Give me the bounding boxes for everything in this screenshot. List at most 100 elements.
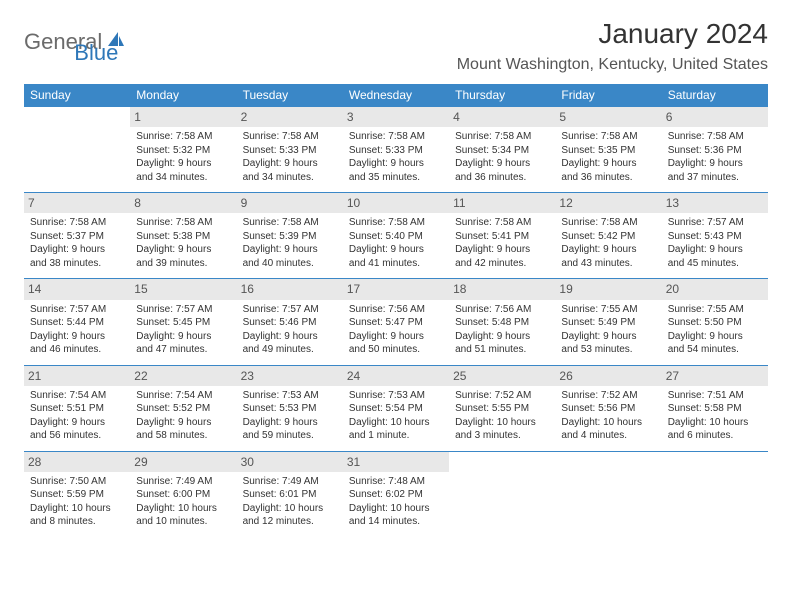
daylight-text: Daylight: 9 hours and 36 minutes. <box>455 157 549 184</box>
weekday-header: Thursday <box>449 84 555 107</box>
sunset-text: Sunset: 5:53 PM <box>243 402 337 416</box>
calendar-day-cell <box>449 451 555 537</box>
sunrise-text: Sunrise: 7:58 AM <box>243 130 337 144</box>
daylight-text: Daylight: 9 hours and 37 minutes. <box>668 157 762 184</box>
sunrise-text: Sunrise: 7:57 AM <box>30 303 124 317</box>
daylight-text: Daylight: 9 hours and 35 minutes. <box>349 157 443 184</box>
calendar-day-cell: 23Sunrise: 7:53 AMSunset: 5:53 PMDayligh… <box>237 365 343 451</box>
sunset-text: Sunset: 5:56 PM <box>561 402 655 416</box>
sunset-text: Sunset: 5:47 PM <box>349 316 443 330</box>
sunset-text: Sunset: 5:50 PM <box>668 316 762 330</box>
daylight-text: Daylight: 10 hours and 3 minutes. <box>455 416 549 443</box>
sunrise-text: Sunrise: 7:58 AM <box>243 216 337 230</box>
daylight-text: Daylight: 9 hours and 41 minutes. <box>349 243 443 270</box>
day-number: 6 <box>662 107 768 127</box>
day-number: 21 <box>24 366 130 386</box>
calendar-week-row: 7Sunrise: 7:58 AMSunset: 5:37 PMDaylight… <box>24 193 768 279</box>
calendar-day-cell: 3Sunrise: 7:58 AMSunset: 5:33 PMDaylight… <box>343 107 449 193</box>
calendar-day-cell: 24Sunrise: 7:53 AMSunset: 5:54 PMDayligh… <box>343 365 449 451</box>
day-number: 17 <box>343 279 449 299</box>
calendar-day-cell: 30Sunrise: 7:49 AMSunset: 6:01 PMDayligh… <box>237 451 343 537</box>
daylight-text: Daylight: 9 hours and 36 minutes. <box>561 157 655 184</box>
calendar-day-cell <box>662 451 768 537</box>
day-number: 13 <box>662 193 768 213</box>
calendar-day-cell: 16Sunrise: 7:57 AMSunset: 5:46 PMDayligh… <box>237 279 343 365</box>
sunset-text: Sunset: 6:00 PM <box>136 488 230 502</box>
sunrise-text: Sunrise: 7:58 AM <box>349 130 443 144</box>
sunset-text: Sunset: 5:44 PM <box>30 316 124 330</box>
calendar-day-cell: 6Sunrise: 7:58 AMSunset: 5:36 PMDaylight… <box>662 107 768 193</box>
daylight-text: Daylight: 9 hours and 56 minutes. <box>30 416 124 443</box>
daylight-text: Daylight: 10 hours and 12 minutes. <box>243 502 337 529</box>
calendar-day-cell: 9Sunrise: 7:58 AMSunset: 5:39 PMDaylight… <box>237 193 343 279</box>
sunset-text: Sunset: 5:58 PM <box>668 402 762 416</box>
day-number: 4 <box>449 107 555 127</box>
sunset-text: Sunset: 5:35 PM <box>561 144 655 158</box>
daylight-text: Daylight: 9 hours and 40 minutes. <box>243 243 337 270</box>
calendar-day-cell: 21Sunrise: 7:54 AMSunset: 5:51 PMDayligh… <box>24 365 130 451</box>
calendar-day-cell: 2Sunrise: 7:58 AMSunset: 5:33 PMDaylight… <box>237 107 343 193</box>
day-number: 31 <box>343 452 449 472</box>
daylight-text: Daylight: 9 hours and 50 minutes. <box>349 330 443 357</box>
day-number: 24 <box>343 366 449 386</box>
daylight-text: Daylight: 9 hours and 34 minutes. <box>243 157 337 184</box>
day-number: 25 <box>449 366 555 386</box>
daylight-text: Daylight: 10 hours and 14 minutes. <box>349 502 443 529</box>
calendar-day-cell: 5Sunrise: 7:58 AMSunset: 5:35 PMDaylight… <box>555 107 661 193</box>
calendar-day-cell: 12Sunrise: 7:58 AMSunset: 5:42 PMDayligh… <box>555 193 661 279</box>
day-number: 20 <box>662 279 768 299</box>
sunrise-text: Sunrise: 7:55 AM <box>668 303 762 317</box>
sunset-text: Sunset: 5:43 PM <box>668 230 762 244</box>
daylight-text: Daylight: 9 hours and 43 minutes. <box>561 243 655 270</box>
calendar-week-row: 1Sunrise: 7:58 AMSunset: 5:32 PMDaylight… <box>24 107 768 193</box>
day-number: 3 <box>343 107 449 127</box>
sunset-text: Sunset: 5:42 PM <box>561 230 655 244</box>
weekday-header: Monday <box>130 84 236 107</box>
day-number: 11 <box>449 193 555 213</box>
daylight-text: Daylight: 10 hours and 8 minutes. <box>30 502 124 529</box>
calendar-week-row: 28Sunrise: 7:50 AMSunset: 5:59 PMDayligh… <box>24 451 768 537</box>
calendar-day-cell: 11Sunrise: 7:58 AMSunset: 5:41 PMDayligh… <box>449 193 555 279</box>
sunrise-text: Sunrise: 7:56 AM <box>349 303 443 317</box>
sunset-text: Sunset: 5:52 PM <box>136 402 230 416</box>
calendar-week-row: 21Sunrise: 7:54 AMSunset: 5:51 PMDayligh… <box>24 365 768 451</box>
weekday-header: Saturday <box>662 84 768 107</box>
daylight-text: Daylight: 9 hours and 39 minutes. <box>136 243 230 270</box>
daylight-text: Daylight: 9 hours and 58 minutes. <box>136 416 230 443</box>
calendar-day-cell: 14Sunrise: 7:57 AMSunset: 5:44 PMDayligh… <box>24 279 130 365</box>
daylight-text: Daylight: 9 hours and 53 minutes. <box>561 330 655 357</box>
weekday-header: Friday <box>555 84 661 107</box>
day-number: 8 <box>130 193 236 213</box>
day-number: 29 <box>130 452 236 472</box>
calendar-day-cell: 28Sunrise: 7:50 AMSunset: 5:59 PMDayligh… <box>24 451 130 537</box>
day-number: 9 <box>237 193 343 213</box>
day-number: 5 <box>555 107 661 127</box>
sunrise-text: Sunrise: 7:58 AM <box>136 216 230 230</box>
sunset-text: Sunset: 5:49 PM <box>561 316 655 330</box>
day-number: 22 <box>130 366 236 386</box>
daylight-text: Daylight: 10 hours and 4 minutes. <box>561 416 655 443</box>
logo-text-blue: Blue <box>74 40 118 66</box>
sunrise-text: Sunrise: 7:58 AM <box>349 216 443 230</box>
day-number: 18 <box>449 279 555 299</box>
day-number: 7 <box>24 193 130 213</box>
daylight-text: Daylight: 10 hours and 10 minutes. <box>136 502 230 529</box>
weekday-header-row: Sunday Monday Tuesday Wednesday Thursday… <box>24 84 768 107</box>
sunrise-text: Sunrise: 7:54 AM <box>30 389 124 403</box>
calendar-body: 1Sunrise: 7:58 AMSunset: 5:32 PMDaylight… <box>24 107 768 538</box>
location: Mount Washington, Kentucky, United State… <box>457 56 768 74</box>
daylight-text: Daylight: 9 hours and 42 minutes. <box>455 243 549 270</box>
calendar-day-cell <box>555 451 661 537</box>
daylight-text: Daylight: 9 hours and 47 minutes. <box>136 330 230 357</box>
calendar-day-cell: 22Sunrise: 7:54 AMSunset: 5:52 PMDayligh… <box>130 365 236 451</box>
sunset-text: Sunset: 6:02 PM <box>349 488 443 502</box>
calendar-day-cell: 20Sunrise: 7:55 AMSunset: 5:50 PMDayligh… <box>662 279 768 365</box>
day-number: 2 <box>237 107 343 127</box>
day-number: 23 <box>237 366 343 386</box>
day-number: 28 <box>24 452 130 472</box>
calendar-day-cell: 29Sunrise: 7:49 AMSunset: 6:00 PMDayligh… <box>130 451 236 537</box>
calendar-day-cell: 8Sunrise: 7:58 AMSunset: 5:38 PMDaylight… <box>130 193 236 279</box>
sunset-text: Sunset: 6:01 PM <box>243 488 337 502</box>
day-number: 16 <box>237 279 343 299</box>
sunset-text: Sunset: 5:36 PM <box>668 144 762 158</box>
